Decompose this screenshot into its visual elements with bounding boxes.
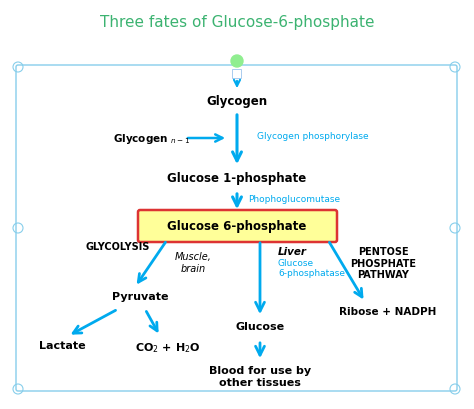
Text: Blood for use by
other tissues: Blood for use by other tissues	[209, 365, 311, 387]
Bar	[232, 70, 241, 79]
Text: Phophoglucomutase: Phophoglucomutase	[248, 195, 340, 204]
Text: Three fates of Glucose-6-phosphate: Three fates of Glucose-6-phosphate	[100, 14, 374, 29]
Text: Glucose 6-phosphate: Glucose 6-phosphate	[167, 220, 307, 233]
Text: Ribose + NADPH: Ribose + NADPH	[339, 306, 437, 316]
Text: Glucose 1-phosphate: Glucose 1-phosphate	[167, 172, 307, 184]
Circle shape	[231, 56, 243, 68]
Text: Lactate: Lactate	[39, 340, 85, 350]
Text: PENTOSE
PHOSPHATE
PATHWAY: PENTOSE PHOSPHATE PATHWAY	[350, 246, 416, 279]
Text: Glycogen $_{n-1}$: Glycogen $_{n-1}$	[113, 132, 191, 146]
FancyBboxPatch shape	[138, 211, 337, 243]
Text: GLYCOLYSIS: GLYCOLYSIS	[86, 241, 150, 252]
Text: Glycogen phosphorylase: Glycogen phosphorylase	[257, 132, 369, 141]
Text: Pyruvate: Pyruvate	[112, 291, 168, 301]
Text: Glucose: Glucose	[236, 321, 284, 331]
Text: Glycogen: Glycogen	[207, 95, 267, 108]
Text: Glucose
6-phosphatase: Glucose 6-phosphatase	[278, 258, 345, 278]
Text: CO$_2$ + H$_2$O: CO$_2$ + H$_2$O	[135, 340, 201, 354]
Text: Liver: Liver	[278, 246, 307, 256]
Text: Muscle,
brain: Muscle, brain	[174, 252, 211, 273]
